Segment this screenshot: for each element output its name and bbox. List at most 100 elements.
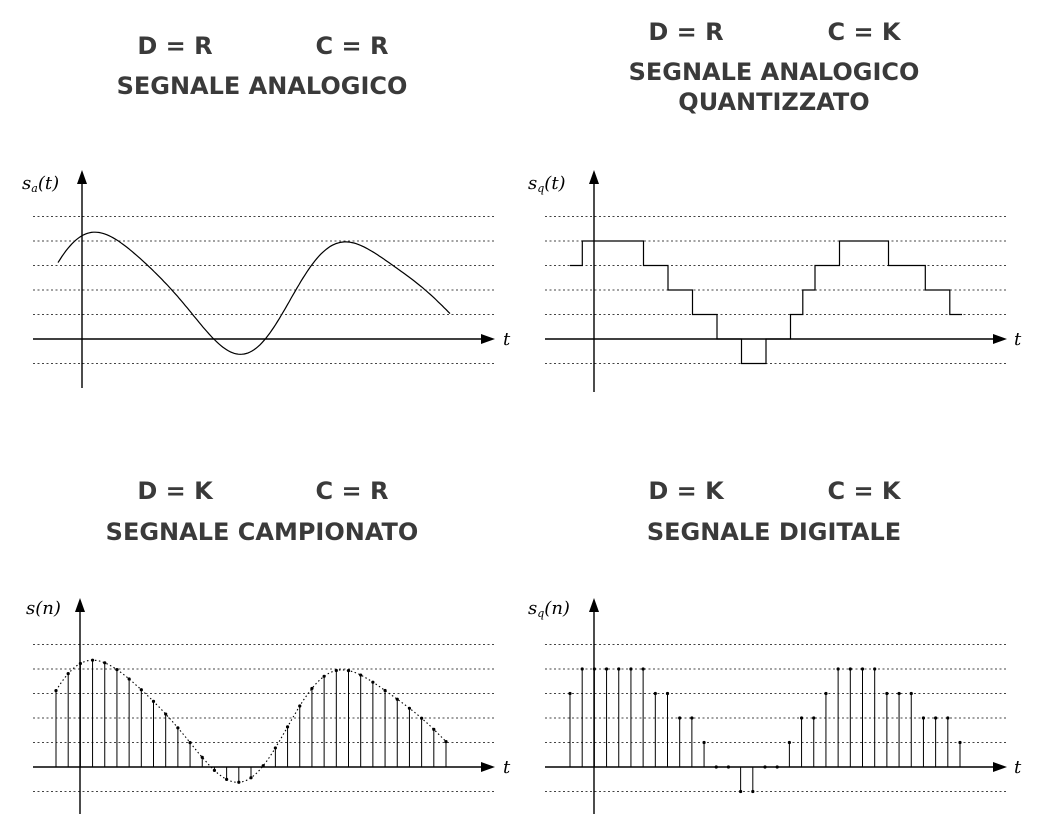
- digital-sample-point: [824, 691, 828, 696]
- sample-point: [383, 688, 387, 693]
- digital-sample-point: [860, 667, 865, 671]
- sample-point: [444, 740, 448, 744]
- codomain-label: C = R: [316, 32, 389, 60]
- digital-sample-point: [568, 691, 572, 696]
- sample-point: [432, 727, 436, 731]
- sample-point: [346, 668, 351, 673]
- sample-point: [176, 726, 180, 730]
- x-axis-arrow-icon: [993, 334, 1007, 344]
- sample-point: [395, 697, 399, 701]
- digital-sample-point: [726, 765, 731, 769]
- sample-point: [273, 746, 277, 750]
- digital-sample-point: [885, 691, 889, 696]
- y-axis-label: sq(n): [528, 598, 570, 620]
- y-axis-arrow-icon: [75, 598, 85, 612]
- digital-sample-point: [897, 691, 901, 696]
- panel-title: SEGNALE DIGITALE: [647, 518, 901, 546]
- digital-sample-point: [787, 740, 791, 745]
- digital-sample-point: [775, 765, 779, 769]
- digital-sample-point: [812, 716, 816, 720]
- panel-digital-signal: D = K C = K SEGNALE DIGITALE sq(n) t: [510, 414, 1030, 828]
- panel-quantized-signal: D = R C = K SEGNALE ANALOGICO QUANTIZZAT…: [510, 0, 1030, 414]
- sample-point: [298, 704, 302, 708]
- sample-point: [200, 755, 204, 759]
- digital-sample-point: [592, 667, 596, 671]
- y-axis-arrow-icon: [77, 170, 87, 184]
- panel-title: SEGNALE ANALOGICO: [629, 58, 920, 86]
- codomain-label: C = R: [316, 477, 389, 505]
- codomain-label: C = K: [827, 477, 901, 505]
- x-axis-arrow-icon: [481, 334, 495, 344]
- digital-sample-point: [836, 667, 840, 671]
- sample-point: [249, 776, 253, 780]
- x-axis-label: t: [503, 757, 511, 778]
- x-axis-arrow-icon: [481, 762, 495, 772]
- sample-point: [237, 780, 241, 784]
- digital-sample-point: [617, 667, 621, 671]
- analog-waveform: [57, 231, 451, 355]
- sampled-signal-plot: D = K C = R SEGNALE CAMPIONATO s(n) t: [26, 477, 511, 814]
- sample-point: [322, 674, 326, 678]
- digital-sample-point: [934, 716, 938, 720]
- x-axis-label: t: [1014, 757, 1022, 778]
- codomain-label: C = K: [827, 18, 901, 46]
- digital-sample-point: [799, 716, 804, 720]
- sample-point: [261, 764, 265, 768]
- y-axis-label: sq(t): [528, 173, 566, 195]
- sampled-envelope: [55, 659, 447, 783]
- quantized-signal-plot: D = R C = K SEGNALE ANALOGICO QUANTIZZAT…: [528, 18, 1022, 392]
- panel-title: SEGNALE CAMPIONATO: [106, 518, 419, 546]
- digital-sample-point: [751, 789, 755, 794]
- sample-point: [115, 668, 119, 672]
- digital-sample-point: [921, 716, 926, 720]
- sample-point: [90, 658, 95, 662]
- y-axis-arrow-icon: [589, 598, 599, 612]
- y-axis-label: s(n): [26, 598, 61, 619]
- sample-point: [164, 712, 168, 716]
- digital-sample-point: [909, 691, 913, 696]
- sample-point: [103, 661, 107, 665]
- digital-sample-point: [580, 667, 584, 671]
- domain-label: D = R: [137, 32, 212, 60]
- domain-label: D = K: [648, 477, 725, 505]
- digital-sample-point: [629, 667, 633, 671]
- sample-point: [420, 716, 424, 720]
- sample-point: [285, 725, 290, 729]
- sample-point: [310, 686, 314, 691]
- sample-point: [127, 677, 131, 681]
- digital-sample-point: [739, 789, 743, 794]
- digital-sample-point: [678, 716, 682, 720]
- digital-signal-plot: D = K C = K SEGNALE DIGITALE sq(n) t: [528, 477, 1022, 814]
- sample-point: [225, 777, 229, 781]
- analog-signal-plot: D = R C = R SEGNALE ANALOGICO sa(t) t: [22, 32, 511, 388]
- digital-sample-point: [702, 740, 706, 745]
- y-axis-label: sa(t): [22, 173, 59, 195]
- panel-sampled-signal: D = K C = R SEGNALE CAMPIONATO s(n) t: [0, 414, 520, 828]
- digital-sample-point: [690, 716, 694, 720]
- panel-title-line-2: QUANTIZZATO: [678, 88, 869, 116]
- domain-label: D = K: [137, 477, 214, 505]
- sample-point: [212, 768, 217, 772]
- domain-label: D = R: [648, 18, 723, 46]
- y-axis-arrow-icon: [589, 170, 599, 184]
- panel-analog-signal: D = R C = R SEGNALE ANALOGICO sa(t) t: [0, 0, 520, 414]
- x-axis-label: t: [503, 329, 511, 350]
- digital-sample-point: [763, 765, 767, 769]
- sample-point: [334, 668, 338, 673]
- x-axis-arrow-icon: [993, 762, 1007, 772]
- sample-point: [188, 741, 192, 745]
- digital-sample-point: [653, 691, 657, 696]
- sample-point: [371, 680, 375, 684]
- digital-sample-point: [958, 740, 962, 745]
- panel-title: SEGNALE ANALOGICO: [117, 72, 408, 100]
- sample-point: [66, 672, 70, 676]
- x-axis-label: t: [1014, 329, 1022, 350]
- sample-point: [54, 689, 58, 693]
- digital-sample-point: [714, 765, 718, 769]
- sample-point: [78, 661, 82, 666]
- digital-sample-point: [604, 667, 609, 671]
- digital-sample-point: [946, 716, 950, 720]
- staircase-waveform: [570, 240, 962, 365]
- digital-sample-point: [641, 667, 645, 671]
- sample-point: [151, 699, 156, 704]
